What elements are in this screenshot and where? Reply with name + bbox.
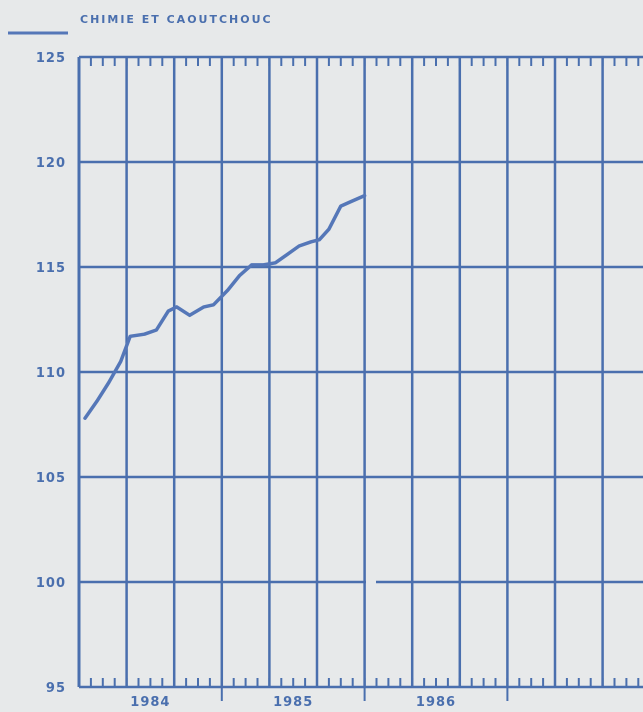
data-point xyxy=(128,335,132,338)
legend: CHIMIE ET CAOUTCHOUC xyxy=(8,13,273,35)
tick-marks xyxy=(78,57,640,701)
data-point xyxy=(226,288,229,292)
y-tick-label: 95 xyxy=(46,681,66,696)
series-group xyxy=(83,193,367,420)
data-point xyxy=(143,333,146,336)
data-point xyxy=(119,360,122,363)
x-tick-label: 1984 xyxy=(130,695,170,710)
data-point xyxy=(238,274,241,277)
data-point xyxy=(262,263,265,267)
data-point xyxy=(175,305,178,309)
data-point xyxy=(155,328,158,332)
x-tick-label: 1986 xyxy=(416,695,456,710)
data-point xyxy=(339,204,342,208)
y-tick-label: 125 xyxy=(36,51,66,66)
data-point xyxy=(107,381,110,384)
data-point xyxy=(250,263,253,267)
data-point xyxy=(95,400,99,403)
data-point xyxy=(363,194,366,197)
y-tick-label: 100 xyxy=(36,576,66,591)
data-point xyxy=(349,200,352,204)
data-point xyxy=(202,305,206,309)
data-point xyxy=(297,244,301,248)
data-point xyxy=(212,303,215,306)
data-point xyxy=(318,238,321,241)
y-tick-label: 105 xyxy=(36,471,66,486)
data-point xyxy=(274,261,277,264)
x-tick-label: 1985 xyxy=(273,695,313,710)
data-point xyxy=(83,417,87,420)
y-tick-label: 115 xyxy=(36,261,66,276)
data-point xyxy=(188,314,191,317)
grid xyxy=(77,55,643,689)
x-axis-labels: 1984 1985 1986 xyxy=(130,695,456,710)
y-tick-label: 110 xyxy=(36,366,66,381)
data-point xyxy=(309,240,313,243)
y-axis-labels: 125 120 115 110 105 100 95 xyxy=(36,51,66,696)
y-tick-label: 120 xyxy=(36,156,66,171)
data-point xyxy=(286,253,289,256)
legend-label: CHIMIE ET CAOUTCHOUC xyxy=(80,13,273,26)
data-point xyxy=(327,228,331,231)
data-point xyxy=(167,309,170,313)
